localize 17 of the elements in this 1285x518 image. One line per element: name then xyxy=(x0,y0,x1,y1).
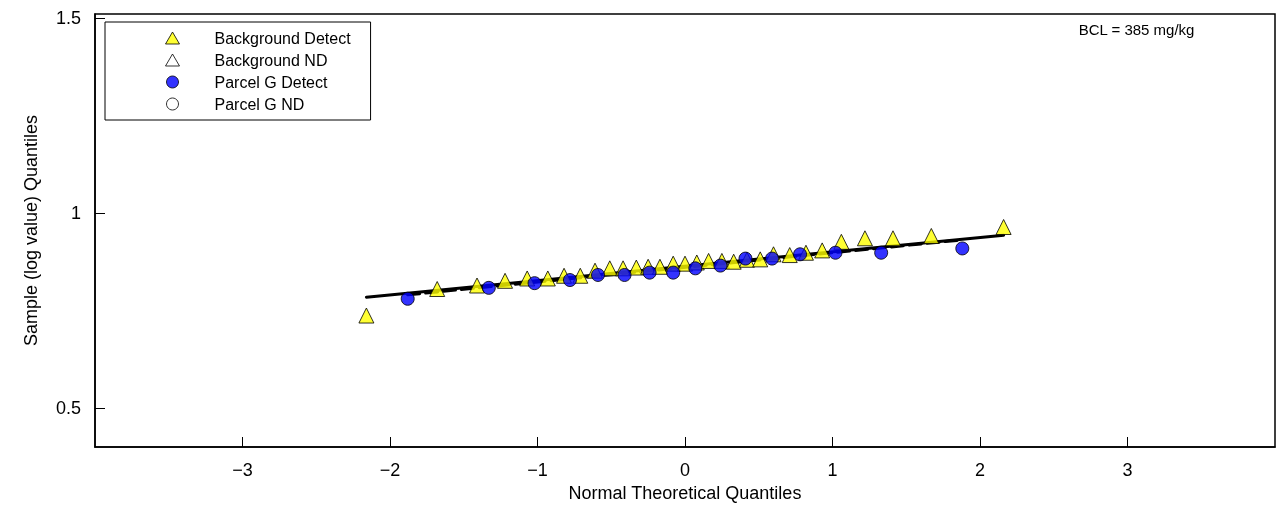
x-tick-label: 2 xyxy=(974,460,986,480)
y-tick-label: 1 xyxy=(70,202,81,223)
x-tick-label: −1 xyxy=(527,460,548,480)
x-tick-label: 3 xyxy=(1122,460,1133,480)
legend-label: Background Detect xyxy=(214,29,352,47)
annotation: BCL = 385 mg/kg xyxy=(1078,21,1195,38)
y-tick-label: 0.5 xyxy=(55,397,81,418)
y-axis-title: Sample (log value) Quantiles xyxy=(21,114,41,347)
x-tick-label: 0 xyxy=(679,460,691,480)
x-axis-title: Normal Theoretical Quantiles xyxy=(568,482,802,503)
legend-label: Background ND xyxy=(214,51,328,69)
x-tick-label: −3 xyxy=(232,460,253,480)
y-tick-label: 1.5 xyxy=(55,7,81,28)
x-tick-label: −2 xyxy=(379,460,401,480)
x-tick-label: 1 xyxy=(827,460,838,480)
legend-label: Parcel G Detect xyxy=(214,73,328,91)
legend-label: Parcel G ND xyxy=(214,95,305,113)
